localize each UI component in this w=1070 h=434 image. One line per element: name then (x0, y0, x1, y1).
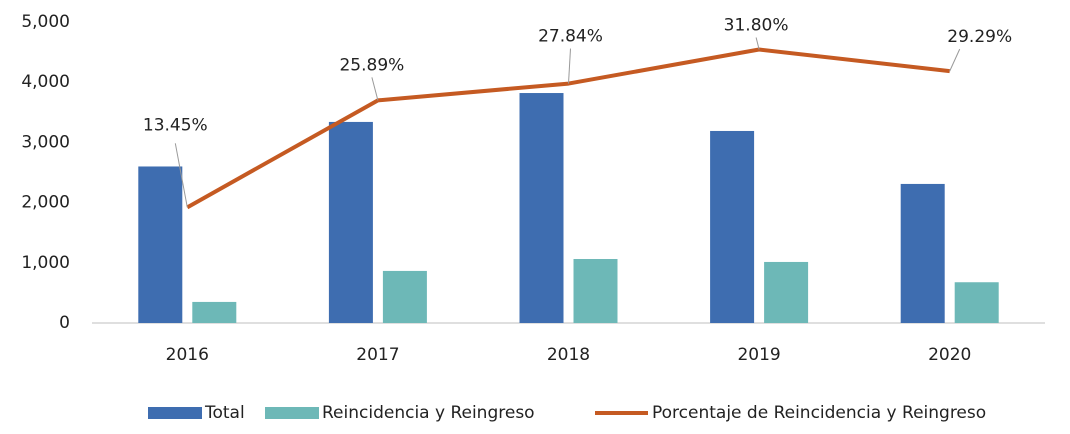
data-label: 27.84% (538, 27, 603, 47)
bar (138, 166, 183, 323)
x-tick-label: 2017 (356, 345, 399, 365)
leader-line (568, 48, 571, 84)
bar (192, 301, 237, 323)
bar (900, 183, 945, 323)
data-label: 31.80% (724, 16, 789, 36)
data-label: 25.89% (339, 55, 404, 75)
legend-label: Total (204, 403, 245, 423)
data-label: 29.29% (947, 27, 1012, 47)
leader-line (755, 37, 760, 50)
leader-line (949, 48, 961, 72)
legend-label: Porcentaje de Reincidencia y Reingreso (652, 403, 986, 423)
data-label: 13.45% (143, 115, 208, 135)
legend-swatch (148, 407, 202, 419)
y-tick-label: 2,000 (21, 193, 70, 213)
bar (710, 130, 755, 323)
legend-label: Reincidencia y Reingreso (322, 403, 535, 423)
line (186, 47, 950, 210)
leader-line (174, 143, 188, 208)
y-tick-label: 5,000 (21, 12, 70, 32)
bar (573, 259, 618, 323)
x-tick-label: 2020 (928, 345, 971, 365)
bar (382, 270, 427, 323)
x-tick-label: 2019 (737, 345, 780, 365)
leader-line (371, 77, 379, 101)
x-tick-label: 2016 (166, 345, 209, 365)
bar (954, 282, 999, 323)
x-tick-label: 2018 (547, 345, 590, 365)
legend-swatch (265, 407, 319, 419)
bar (519, 93, 564, 323)
y-tick-label: 0 (59, 313, 70, 333)
y-tick-label: 3,000 (21, 132, 70, 152)
bar (328, 121, 373, 323)
bar (764, 261, 809, 323)
y-tick-label: 1,000 (21, 253, 70, 273)
y-tick-label: 4,000 (21, 72, 70, 92)
